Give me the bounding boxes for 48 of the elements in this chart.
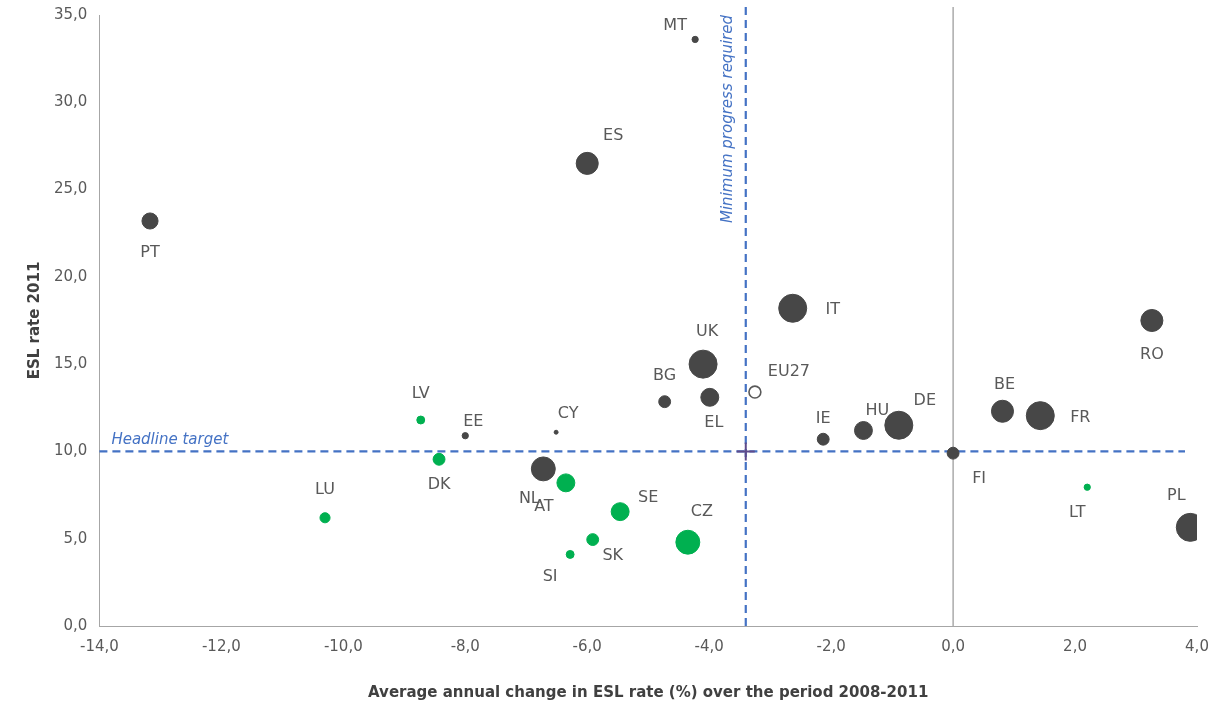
x-tick-label: -10,0	[323, 636, 363, 655]
annotation: LV	[411, 383, 430, 403]
y-tick-label: 30,0	[53, 92, 88, 111]
y-axis-title: ESL rate 2011	[24, 261, 43, 380]
y-tick-label: 20,0	[53, 266, 88, 285]
y-tick-label: 5,0	[63, 528, 88, 547]
x-tick-label: -2,0	[816, 636, 846, 655]
x-tick-label: -14,0	[79, 636, 119, 655]
x-tick-label: 4,0	[1185, 636, 1209, 655]
annotation: BG	[653, 364, 677, 384]
annotation: SK	[602, 544, 624, 564]
annotation: EL	[704, 412, 724, 432]
annotation: IT	[825, 299, 841, 319]
annotation: SE	[638, 486, 659, 506]
x-tick-label: 2,0	[1063, 636, 1087, 655]
annotation: FR	[1070, 406, 1091, 426]
y-tick-label: 15,0	[53, 354, 88, 373]
x-tick-label: -12,0	[201, 636, 241, 655]
annotation: PL	[1167, 484, 1186, 504]
annotation: LU	[315, 478, 335, 498]
x-tick-label: 0,0	[941, 636, 966, 655]
y-tick-label: 25,0	[53, 179, 88, 198]
annotation: BE	[993, 374, 1016, 394]
y-tick-label: 35,0	[53, 4, 88, 23]
y-tick-label: 0,0	[63, 615, 88, 634]
x-tick-label: -6,0	[572, 636, 602, 655]
ref-line-label: Headline target	[111, 429, 230, 448]
y-tick-label: 10,0	[53, 441, 88, 460]
annotation: IE	[815, 408, 831, 428]
annotation: RO	[1140, 343, 1164, 363]
annotation: MT	[663, 14, 688, 34]
x-tick-label: -8,0	[450, 636, 480, 655]
annotation: CZ	[690, 501, 713, 521]
x-axis-title: Average annual change in ESL rate (%) over the period 2008-2011	[368, 682, 929, 701]
annotation: DE	[913, 390, 937, 410]
annotation: EU27	[767, 361, 810, 381]
annotation: FI	[972, 468, 987, 488]
annotation: CY	[557, 403, 579, 423]
annotation: ES	[603, 124, 624, 144]
annotation: UK	[695, 321, 719, 341]
annotation: LT	[1069, 502, 1086, 522]
annotation: HU	[865, 399, 890, 419]
annotation: PT	[140, 242, 160, 262]
ref-line-label: Minimum progress required	[718, 14, 737, 223]
annotation: SI	[542, 565, 558, 585]
annotation: EE	[463, 410, 484, 430]
annotation: DK	[427, 474, 451, 494]
x-tick-label: -4,0	[694, 636, 724, 655]
